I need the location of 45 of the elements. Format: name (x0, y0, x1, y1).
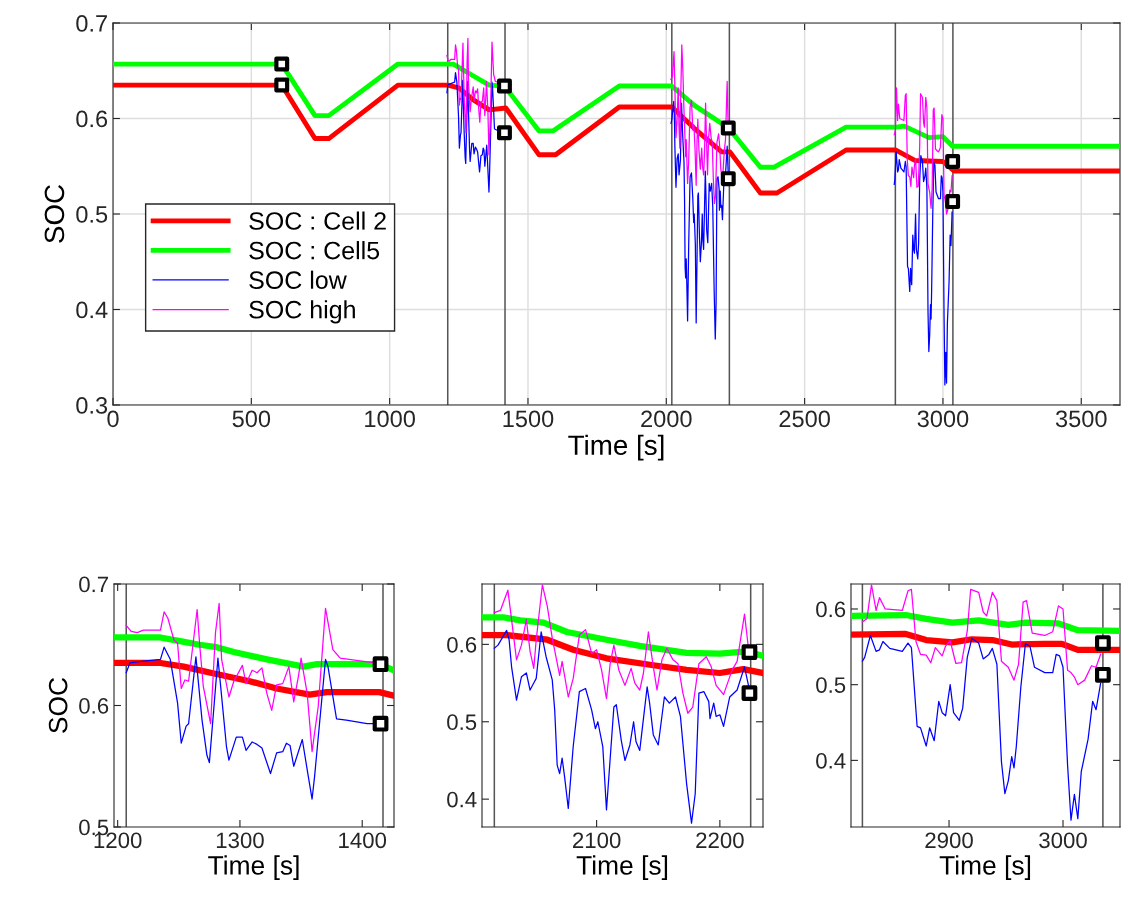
y-tick-label: 0.6 (816, 601, 846, 618)
y-tick-label: 0.6 (447, 636, 477, 653)
y-tick-label: 0.4 (447, 791, 477, 808)
point (274, 56, 290, 72)
legend-label: SOC high (249, 300, 355, 324)
x-tick-label: 2500 (779, 410, 830, 428)
x-tick-label: 2900 (925, 832, 973, 849)
x-tick-label: 0 (107, 410, 119, 428)
x-tick-label: 1500 (503, 410, 554, 428)
point (496, 78, 512, 94)
y-tick-label: 0.6 (79, 698, 109, 714)
y-tick-label: 0.5 (447, 714, 477, 731)
x-tick-label: 3000 (1039, 832, 1087, 849)
x-tick-label: 2200 (696, 832, 744, 849)
legend-label: SOC : Cell5 (249, 241, 380, 260)
point (945, 194, 961, 210)
y-tick-label: 0.5 (76, 206, 108, 223)
x-tick-label: 500 (232, 410, 271, 428)
legend-label: SOC : Cell 2 (249, 211, 386, 230)
legend-label: SOC low (249, 270, 347, 289)
x-axis-title: Time [s] (576, 855, 668, 880)
y-tick-label: 0.4 (76, 301, 108, 319)
y-tick-label: 0.4 (816, 752, 846, 769)
point (720, 120, 736, 136)
point (274, 77, 290, 93)
x-tick-label: 3000 (917, 410, 969, 428)
point (496, 125, 512, 141)
y-tick-label: 0.7 (79, 576, 109, 593)
x-tick-label: 2000 (641, 410, 692, 428)
x-tick-label: 3500 (1055, 410, 1107, 428)
y-axis-title: SOC (48, 677, 68, 733)
y-tick-label: 0.3 (76, 397, 108, 414)
y-tick-label: 0.7 (76, 15, 107, 32)
y-tick-label: 0.6 (76, 110, 108, 128)
x-tick-label: 2100 (573, 832, 621, 849)
x-tick-label: 1400 (339, 832, 387, 849)
point (720, 171, 736, 187)
x-axis-title: Time [s] (568, 434, 664, 461)
x-tick-label: 1000 (365, 410, 415, 428)
y-axis-title: SOC (44, 184, 65, 243)
x-axis-title: Time [s] (939, 855, 1031, 880)
y-tick-label: 0.5 (816, 677, 846, 693)
point (945, 154, 961, 169)
x-tick-label: 1300 (216, 832, 264, 849)
x-axis-title: Time [s] (208, 855, 299, 880)
